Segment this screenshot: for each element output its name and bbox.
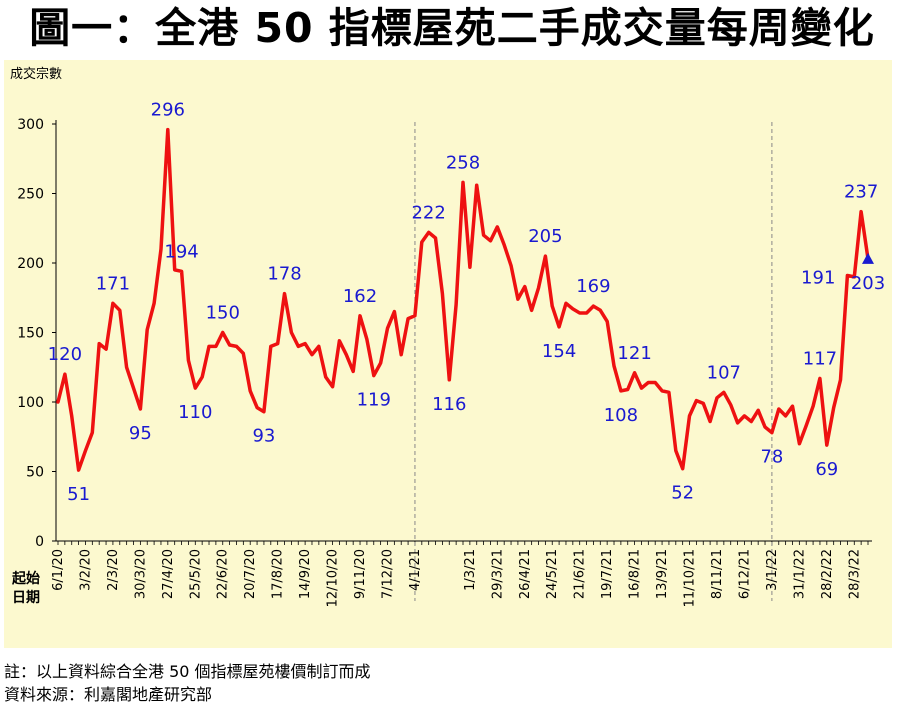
x-tick-label: 8/11/21 xyxy=(710,549,725,599)
series-line xyxy=(56,127,870,472)
data-label: 78 xyxy=(760,447,783,468)
x-tick-label: 30/3/20 xyxy=(133,549,148,599)
chart-area: 成交宗數 0 50 100 150 200 250 300 6/1/20 3/2/20 2/3/20… xyxy=(4,60,892,648)
y-tick-label: 0 xyxy=(35,534,44,550)
data-label: 93 xyxy=(252,426,275,447)
x-tick-label: 27/4/20 xyxy=(161,549,176,599)
data-label: 203 xyxy=(851,273,885,294)
data-label: 194 xyxy=(164,241,198,262)
data-label: 95 xyxy=(129,423,152,444)
x-tick-label: 17/8/20 xyxy=(271,549,286,599)
data-label: 171 xyxy=(96,273,130,294)
x-tick-label: 25/5/20 xyxy=(188,549,203,599)
line-chart: 成交宗數 0 50 100 150 200 250 300 6/1/20 3/2/20 2/3/20… xyxy=(4,60,892,648)
data-label: 120 xyxy=(48,344,82,365)
data-label: 222 xyxy=(411,202,445,223)
data-label: 237 xyxy=(844,182,878,203)
x-tick-label: 21/6/21 xyxy=(573,549,588,599)
y-tick-label: 200 xyxy=(17,256,44,272)
footnote-source-basis: 註：以上資料綜合全港 50 個指標屋苑樓價制訂而成 xyxy=(4,662,371,681)
data-label: 178 xyxy=(267,264,301,285)
data-label: 52 xyxy=(671,483,694,504)
data-label: 108 xyxy=(604,405,638,426)
y-tick-label: 300 xyxy=(17,117,44,133)
data-label: 205 xyxy=(528,226,562,247)
data-label: 191 xyxy=(801,268,835,289)
x-tick-label: 3/1/22 xyxy=(765,549,780,591)
y-axis-title: 成交宗數 xyxy=(10,66,62,82)
x-tick-label: 20/7/20 xyxy=(243,549,258,599)
y-tick-label: 50 xyxy=(26,465,44,481)
x-tick-label: 28/2/22 xyxy=(820,549,835,599)
data-label: 69 xyxy=(815,459,838,480)
data-label: 51 xyxy=(67,484,90,505)
x-tick-label: 19/7/21 xyxy=(600,549,615,599)
data-label: 150 xyxy=(206,303,240,324)
x-tick-label: 6/12/21 xyxy=(737,549,752,599)
x-tick-label: 4/1/21 xyxy=(408,549,423,591)
last-point-marker xyxy=(862,252,874,264)
x-tick-label: 22/6/20 xyxy=(216,549,231,599)
y-tick-label: 150 xyxy=(17,326,44,342)
x-tick-label: 31/1/22 xyxy=(792,549,807,599)
data-label: 258 xyxy=(446,152,480,173)
data-label: 107 xyxy=(707,362,741,383)
x-tick-label: 1/3/21 xyxy=(463,549,478,591)
x-tick-label: 26/4/21 xyxy=(518,549,533,599)
x-tick-label: 2/3/20 xyxy=(106,549,121,591)
data-label: 169 xyxy=(576,276,610,297)
chart-title: 圖一：全港 50 指標屋苑二手成交量每周變化 xyxy=(29,4,875,52)
data-label: 162 xyxy=(343,286,377,307)
x-tick-label: 3/2/20 xyxy=(78,549,93,591)
x-tick-label: 16/8/21 xyxy=(628,549,643,599)
data-label: 116 xyxy=(432,394,466,415)
y-tick-label: 250 xyxy=(17,187,44,203)
x-tick-label: 14/9/20 xyxy=(298,549,313,599)
x-tick-label: 29/3/21 xyxy=(490,549,505,599)
data-label: 117 xyxy=(803,348,837,369)
data-label: 119 xyxy=(357,390,391,411)
data-label: 121 xyxy=(617,343,651,364)
x-axis-title-line: 起始 xyxy=(11,570,40,587)
x-tick-label: 9/11/20 xyxy=(353,549,368,599)
x-tick-label: 13/9/21 xyxy=(655,549,670,599)
x-tick-label: 6/1/20 xyxy=(51,549,66,591)
x-tick-label: 28/3/22 xyxy=(847,549,862,599)
x-axis-title-line: 日期 xyxy=(12,590,40,606)
data-label: 296 xyxy=(151,100,185,121)
x-tick-label: 11/10/21 xyxy=(683,549,698,607)
y-tick-label: 100 xyxy=(17,395,44,411)
data-label: 110 xyxy=(178,402,212,423)
x-tick-label: 12/10/20 xyxy=(326,549,341,607)
data-label: 154 xyxy=(542,341,576,362)
x-tick-label: 7/12/20 xyxy=(380,549,395,599)
footnote-data-source: 資料來源：利嘉閣地產研究部 xyxy=(4,685,213,704)
x-tick-label: 24/5/21 xyxy=(545,549,560,599)
